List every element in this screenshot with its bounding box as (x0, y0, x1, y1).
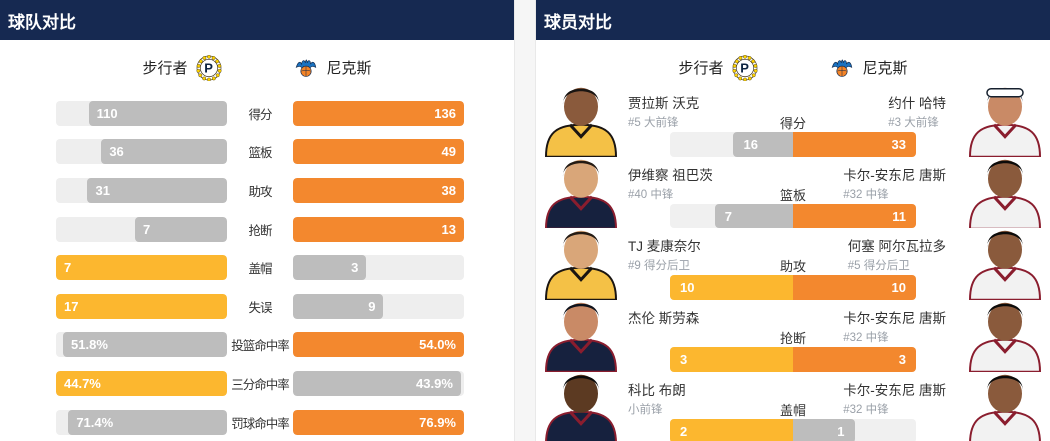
svg-text:P: P (204, 60, 213, 75)
svg-text:P: P (740, 60, 749, 75)
